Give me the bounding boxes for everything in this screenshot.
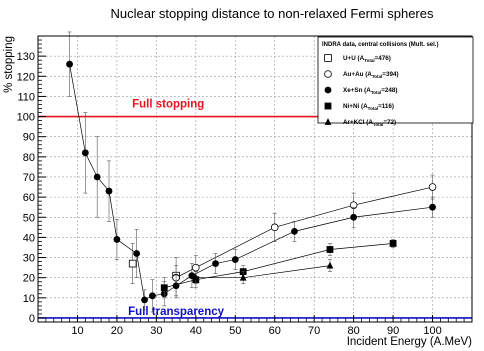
x-tick-label: 50 bbox=[229, 325, 241, 337]
data-point bbox=[192, 273, 200, 281]
legend-marker bbox=[324, 102, 332, 110]
data-point bbox=[93, 173, 101, 181]
legend-entry: U+U (ATotal=476) bbox=[343, 55, 391, 63]
data-point bbox=[326, 261, 334, 269]
series-au-au bbox=[172, 174, 437, 299]
data-point bbox=[429, 203, 436, 211]
x-tick-label: 30 bbox=[150, 325, 162, 337]
legend-entry: Xe+Sn (ATotal=248) bbox=[343, 87, 398, 95]
data-point bbox=[133, 250, 141, 257]
y-tick-label: 90 bbox=[23, 132, 35, 144]
y-tick-label: 0 bbox=[29, 313, 35, 325]
reference-line-label: Full transparency bbox=[128, 306, 224, 318]
y-tick-label: 110 bbox=[17, 91, 35, 103]
x-tick-label: 10 bbox=[71, 325, 83, 337]
y-tick-label: 10 bbox=[23, 293, 35, 305]
data-point bbox=[350, 213, 358, 221]
y-tick-label: 20 bbox=[23, 273, 35, 285]
data-point bbox=[270, 223, 279, 232]
data-point bbox=[160, 284, 168, 292]
chart-title: Nuclear stopping distance to non-relaxed… bbox=[110, 6, 434, 21]
legend-marker bbox=[324, 86, 332, 94]
legend-box bbox=[317, 36, 474, 124]
y-axis-label: % stopping bbox=[3, 36, 15, 93]
data-point bbox=[291, 227, 298, 235]
data-point bbox=[105, 187, 113, 195]
x-tick-label: 70 bbox=[308, 325, 320, 337]
legend-entry: Au+Au (ATotal=394) bbox=[343, 71, 399, 79]
data-point bbox=[192, 263, 200, 272]
x-tick-label: 40 bbox=[190, 325, 202, 337]
reference-lines: Full stopping Full transparency bbox=[38, 99, 472, 319]
y-tick-label: 100 bbox=[17, 112, 35, 124]
data-point bbox=[128, 259, 137, 268]
data-point bbox=[141, 296, 148, 304]
x-tick-label: 60 bbox=[269, 325, 281, 337]
series-line bbox=[69, 64, 433, 301]
y-tick-label: 30 bbox=[23, 253, 35, 265]
data-point bbox=[172, 282, 180, 290]
y-tick-label: 80 bbox=[23, 152, 35, 164]
legend-entry: Ar+KCl (ATotal=72) bbox=[343, 119, 396, 127]
data-point bbox=[81, 149, 89, 157]
y-tick-label: 120 bbox=[17, 71, 35, 83]
y-tick-label: 130 bbox=[17, 51, 35, 63]
legend-entry: Ni+Ni (ATotal=116) bbox=[343, 103, 394, 111]
data-point bbox=[326, 246, 334, 253]
series-ar-kcl bbox=[192, 259, 334, 285]
data-point bbox=[389, 240, 397, 247]
data-point bbox=[428, 183, 437, 191]
legend-marker bbox=[324, 54, 332, 62]
legend-marker bbox=[324, 70, 332, 78]
axis-layer: 10 20 30 40 50 60 70 80 90 100 0 10 20 30 40 50 60 70 80 90… bbox=[17, 39, 465, 337]
x-tick-label: 90 bbox=[387, 325, 399, 337]
data-point bbox=[149, 292, 156, 300]
y-tick-label: 40 bbox=[23, 232, 35, 244]
legend-title: INDRA data, central collisions (Mult. se… bbox=[322, 42, 438, 48]
legend-marker bbox=[324, 118, 332, 125]
reference-line-label: Full stopping bbox=[132, 99, 204, 111]
y-tick-label: 60 bbox=[23, 192, 35, 204]
data-point bbox=[66, 60, 73, 68]
data-point bbox=[231, 256, 239, 263]
series-layer bbox=[66, 31, 437, 313]
data-point bbox=[239, 273, 247, 281]
plot-frame bbox=[37, 35, 473, 323]
data-point bbox=[212, 260, 219, 267]
y-tick-label: 50 bbox=[23, 212, 35, 224]
series-line bbox=[195, 265, 331, 279]
x-axis-label: Incident Energy (A.MeV) bbox=[347, 336, 472, 348]
x-tick-label: 20 bbox=[111, 325, 123, 337]
legend: INDRA data, central collisions (Mult. se… bbox=[317, 36, 474, 127]
y-tick-label: 70 bbox=[23, 172, 35, 184]
x-tick-label: 80 bbox=[348, 325, 360, 337]
x-tick-label: 100 bbox=[423, 325, 441, 337]
data-point bbox=[113, 236, 121, 243]
